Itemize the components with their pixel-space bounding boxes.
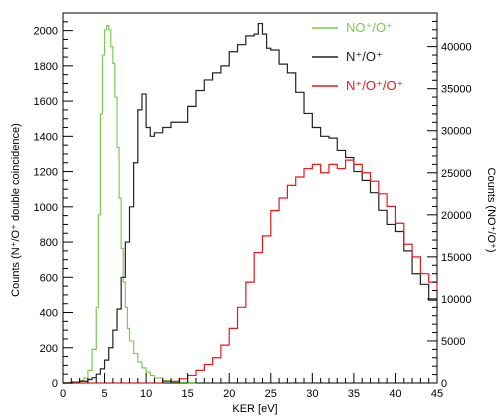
right-y-tick-label: 25000 bbox=[441, 168, 472, 180]
right-y-tick-label: 35000 bbox=[441, 84, 472, 96]
x-tick-label: 5 bbox=[101, 388, 107, 400]
left-y-tick-label: 400 bbox=[40, 308, 58, 320]
left-y-axis-ticks: 0 200 400 600 800 1000 1200 1400 1600 1800 2000 bbox=[34, 12, 73, 390]
right-y-axis-ticks: 0 5000 10000 15000 20000 25000 30000 35000 40000 bbox=[427, 12, 472, 390]
left-y-tick-label: 1400 bbox=[34, 131, 58, 143]
left-y-axis-title: Counts (N⁺/O⁺ double coincidence) bbox=[10, 123, 22, 297]
left-y-tick-label: 1800 bbox=[34, 61, 58, 73]
legend-label-no-o: NO⁺/O⁺ bbox=[346, 20, 393, 35]
legend-label-n-o: N⁺/O⁺ bbox=[346, 49, 383, 64]
left-y-tick-label: 800 bbox=[40, 237, 58, 249]
left-y-tick-label: 200 bbox=[40, 343, 58, 355]
x-tick-label: 25 bbox=[265, 388, 277, 400]
right-y-tick-label: 0 bbox=[441, 378, 447, 390]
legend: NO⁺/O⁺ N⁺/O⁺ N⁺/O⁺/O⁺ bbox=[312, 20, 403, 93]
right-y-axis-title: Counts (NO⁺/O⁺) bbox=[485, 168, 497, 253]
x-tick-label: 40 bbox=[389, 388, 401, 400]
left-y-tick-label: 0 bbox=[52, 378, 58, 390]
left-y-tick-label: 1600 bbox=[34, 96, 58, 108]
x-tick-label: 0 bbox=[60, 388, 66, 400]
series-line-1 bbox=[63, 22, 438, 384]
left-y-tick-label: 1200 bbox=[34, 167, 58, 179]
x-tick-label: 45 bbox=[431, 388, 443, 400]
x-tick-label: 15 bbox=[182, 388, 194, 400]
right-y-tick-label: 30000 bbox=[441, 126, 472, 138]
right-y-tick-label: 15000 bbox=[441, 252, 472, 264]
right-y-tick-label: 5000 bbox=[441, 336, 465, 348]
series-line-2 bbox=[63, 159, 438, 384]
x-axis-ticks: 0 5 10 15 20 25 30 35 40 45 bbox=[60, 373, 443, 400]
left-y-tick-label: 2000 bbox=[34, 26, 58, 38]
x-tick-label: 10 bbox=[140, 388, 152, 400]
right-y-tick-label: 10000 bbox=[441, 294, 472, 306]
x-tick-label: 35 bbox=[348, 388, 360, 400]
left-y-tick-label: 1000 bbox=[34, 202, 58, 214]
series-layer bbox=[63, 22, 438, 384]
x-tick-label: 30 bbox=[306, 388, 318, 400]
x-tick-label: 20 bbox=[223, 388, 235, 400]
right-y-tick-label: 40000 bbox=[441, 42, 472, 54]
x-axis-title: KER [eV] bbox=[232, 403, 277, 415]
legend-label-n-o-o: N⁺/O⁺/O⁺ bbox=[346, 78, 403, 93]
series-line-0 bbox=[63, 25, 197, 384]
right-y-tick-label: 20000 bbox=[441, 210, 472, 222]
left-y-tick-label: 600 bbox=[40, 272, 58, 284]
